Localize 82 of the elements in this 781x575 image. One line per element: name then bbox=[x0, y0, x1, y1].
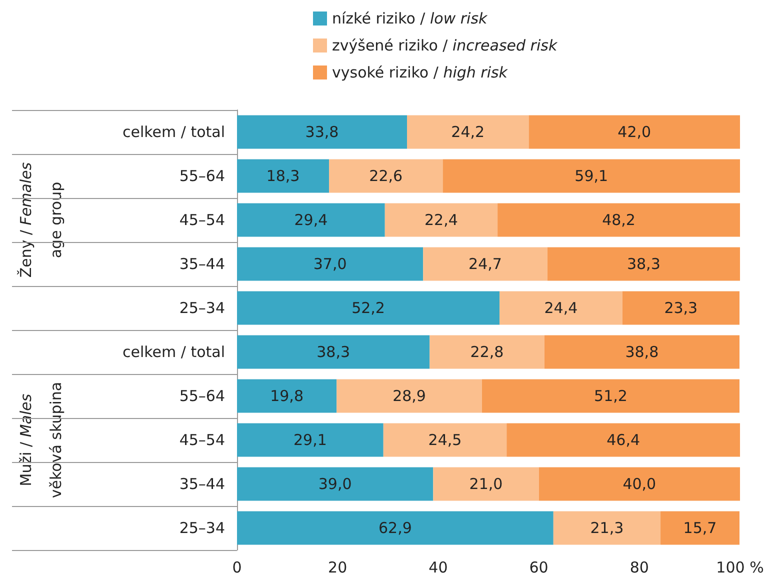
bar bbox=[237, 291, 500, 325]
data-label: 42,0 bbox=[618, 123, 652, 141]
text: Muži / Males bbox=[17, 394, 35, 486]
y-tick-label: 45–54 bbox=[179, 211, 225, 229]
data-label: 62,9 bbox=[378, 519, 412, 537]
data-label: 22,4 bbox=[424, 211, 458, 229]
y-tick-label: 55–64 bbox=[179, 167, 225, 185]
bar bbox=[498, 203, 740, 237]
data-label: 24,4 bbox=[544, 299, 578, 317]
data-label: 39,0 bbox=[318, 475, 352, 493]
bar bbox=[407, 115, 529, 149]
data-label: 21,3 bbox=[590, 519, 624, 537]
bar bbox=[237, 467, 434, 501]
bar bbox=[329, 159, 443, 193]
text: věková skupina bbox=[47, 382, 65, 498]
data-label: 48,2 bbox=[602, 211, 636, 229]
y-tick-label: 25–34 bbox=[179, 299, 225, 317]
y-tick-label: celkem / total bbox=[122, 343, 225, 361]
bar bbox=[237, 159, 330, 193]
x-tick-label: 20 bbox=[328, 558, 348, 575]
y-tick-label: 55–64 bbox=[179, 387, 225, 405]
bar bbox=[660, 511, 740, 545]
bar bbox=[237, 335, 430, 369]
data-label: 40,0 bbox=[622, 475, 656, 493]
bar bbox=[237, 115, 408, 149]
text: Ženy / Females bbox=[17, 162, 35, 278]
bar bbox=[506, 423, 740, 457]
bar bbox=[237, 203, 385, 237]
data-label: 23,3 bbox=[664, 299, 698, 317]
data-label: 22,8 bbox=[470, 343, 504, 361]
data-label: 24,2 bbox=[451, 123, 485, 141]
data-label: 38,3 bbox=[316, 343, 350, 361]
data-label: 29,4 bbox=[294, 211, 328, 229]
x-tick-label: 80 bbox=[630, 558, 649, 575]
data-label: 24,7 bbox=[468, 255, 502, 273]
data-label: 29,1 bbox=[293, 431, 327, 449]
data-label: 38,3 bbox=[626, 255, 660, 273]
bar bbox=[433, 467, 539, 501]
bar bbox=[336, 379, 482, 413]
y-tick-label: 45–54 bbox=[179, 431, 225, 449]
data-label: 52,2 bbox=[352, 299, 385, 317]
bar bbox=[237, 379, 337, 413]
data-label: 19,8 bbox=[270, 387, 304, 405]
data-label: 46,4 bbox=[606, 431, 640, 449]
data-label: 15,7 bbox=[683, 519, 717, 537]
bar bbox=[423, 247, 548, 281]
bar bbox=[237, 423, 384, 457]
x-tick-label: 60 bbox=[529, 558, 548, 575]
bar bbox=[384, 203, 498, 237]
data-label: 28,9 bbox=[392, 387, 426, 405]
bar bbox=[237, 511, 554, 545]
bar bbox=[482, 379, 740, 413]
bar bbox=[622, 291, 740, 325]
data-label: 21,0 bbox=[469, 475, 503, 493]
bar bbox=[553, 511, 661, 545]
bar bbox=[544, 335, 740, 369]
bar bbox=[528, 115, 740, 149]
data-label: 38,8 bbox=[625, 343, 659, 361]
y-tick-label: 35–44 bbox=[179, 255, 225, 273]
legend-label: zvýšené riziko / increased risk bbox=[332, 36, 558, 54]
bar bbox=[547, 247, 740, 281]
y-tick-label: 25–34 bbox=[179, 519, 225, 537]
data-label: 51,2 bbox=[594, 387, 628, 405]
legend-label: vysoké riziko / high risk bbox=[332, 64, 509, 82]
bar bbox=[500, 291, 622, 325]
data-label: 18,3 bbox=[266, 167, 300, 185]
y-tick-label: celkem / total bbox=[122, 123, 225, 141]
y-tick-label: 35–44 bbox=[179, 475, 225, 493]
bar bbox=[430, 335, 544, 369]
data-label: 24,5 bbox=[428, 431, 462, 449]
legend-label: nízké riziko / low risk bbox=[332, 10, 489, 28]
bar bbox=[383, 423, 507, 457]
data-label: 37,0 bbox=[313, 255, 347, 273]
x-tick-label: 100 % bbox=[716, 558, 764, 575]
bar bbox=[538, 467, 740, 501]
data-label: 59,1 bbox=[574, 167, 608, 185]
x-tick-label: 40 bbox=[428, 558, 448, 575]
bar bbox=[442, 159, 740, 193]
x-tick-label: 0 bbox=[232, 558, 242, 575]
data-label: 22,6 bbox=[369, 167, 403, 185]
bar bbox=[237, 247, 424, 281]
data-label: 33,8 bbox=[305, 123, 339, 141]
